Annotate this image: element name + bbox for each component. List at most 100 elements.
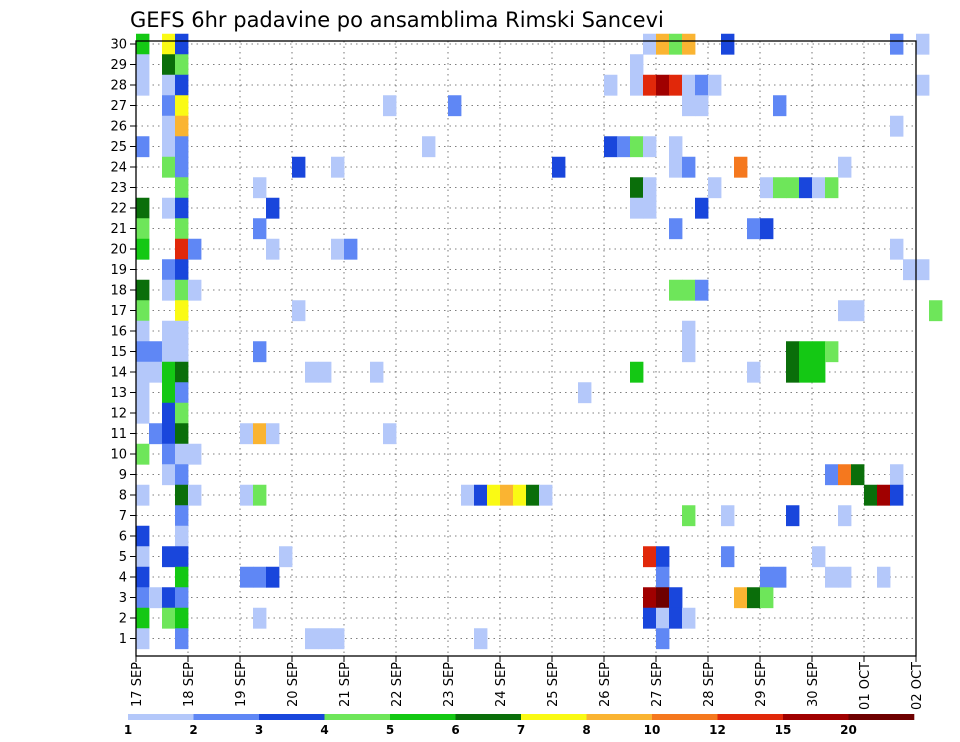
- heatmap-cell: [253, 423, 267, 445]
- heatmap-cell: [136, 136, 150, 158]
- y-tick-label: 6: [119, 530, 127, 545]
- heatmap-cell: [734, 587, 748, 609]
- heatmap-cell: [266, 238, 280, 260]
- heatmap-cell: [331, 628, 345, 650]
- heatmap-cell: [175, 115, 189, 137]
- heatmap-cell: [136, 628, 150, 650]
- heatmap-cells: [136, 33, 943, 650]
- heatmap-cell: [162, 546, 176, 568]
- heatmap-cell: [721, 33, 735, 55]
- heatmap-cell: [136, 320, 150, 342]
- heatmap-cell: [136, 54, 150, 76]
- heatmap-cell: [656, 587, 670, 609]
- heatmap-cell: [175, 505, 189, 527]
- heatmap-cell: [760, 218, 774, 240]
- heatmap-cell: [695, 279, 709, 301]
- heatmap-cell: [175, 33, 189, 55]
- heatmap-cell: [890, 484, 904, 506]
- legend-swatch: [193, 714, 260, 720]
- heatmap-cell: [162, 95, 176, 117]
- heatmap-cell: [253, 484, 267, 506]
- heatmap-cell: [890, 464, 904, 486]
- heatmap-cell: [851, 300, 865, 322]
- heatmap-cell: [266, 197, 280, 219]
- heatmap-cell: [799, 361, 813, 383]
- x-tick-label: 01 OCT: [858, 662, 873, 710]
- heatmap-cell: [708, 74, 722, 96]
- heatmap-cell: [305, 361, 319, 383]
- y-tick-label: 15: [110, 345, 127, 360]
- heatmap-cell: [656, 628, 670, 650]
- heatmap-cell: [383, 423, 397, 445]
- heatmap-cell: [812, 341, 826, 363]
- x-tick-label: 25 SEP: [546, 662, 561, 707]
- legend-swatch: [586, 714, 653, 720]
- heatmap-cell: [370, 361, 384, 383]
- heatmap-cell: [188, 279, 202, 301]
- heatmap-cell: [175, 279, 189, 301]
- heatmap-cell: [656, 74, 670, 96]
- heatmap-cell: [162, 136, 176, 158]
- heatmap-cell: [175, 423, 189, 445]
- heatmap-cell: [669, 136, 683, 158]
- heatmap-cell: [136, 587, 150, 609]
- y-tick-label: 17: [110, 304, 127, 319]
- legend-label: 20: [840, 723, 857, 737]
- heatmap-cell: [266, 423, 280, 445]
- heatmap-cell: [162, 33, 176, 55]
- heatmap-cell: [682, 505, 696, 527]
- heatmap-cell: [695, 74, 709, 96]
- heatmap-cell: [175, 54, 189, 76]
- heatmap-cell: [721, 546, 735, 568]
- heatmap-cell: [175, 443, 189, 465]
- heatmap-cell: [136, 484, 150, 506]
- legend-label: 8: [582, 723, 590, 737]
- heatmap-cell: [825, 341, 839, 363]
- heatmap-cell: [136, 238, 150, 260]
- legend-label: 10: [644, 723, 661, 737]
- heatmap-cell: [682, 156, 696, 178]
- heatmap-cell: [175, 197, 189, 219]
- heatmap-cell: [136, 341, 150, 363]
- y-tick-label: 30: [110, 38, 127, 53]
- heatmap-cell: [812, 177, 826, 199]
- heatmap-cell: [786, 505, 800, 527]
- heatmap-cell: [916, 74, 930, 96]
- x-tick-label: 20 SEP: [286, 662, 301, 707]
- heatmap-cell: [682, 341, 696, 363]
- heatmap-cell: [682, 33, 696, 55]
- heatmap-cell: [136, 566, 150, 588]
- legend-label: 5: [386, 723, 394, 737]
- heatmap-cell: [175, 95, 189, 117]
- legend-swatch: [128, 714, 194, 720]
- heatmap-cell: [136, 300, 150, 322]
- heatmap-cell: [175, 218, 189, 240]
- y-tick-label: 16: [110, 325, 127, 340]
- heatmap-cell: [136, 33, 150, 55]
- heatmap-cell: [669, 33, 683, 55]
- legend-label: 4: [320, 723, 328, 737]
- heatmap-cell: [656, 566, 670, 588]
- heatmap-cell: [643, 607, 657, 629]
- heatmap-cell: [253, 218, 267, 240]
- x-tick-label: 24 SEP: [494, 662, 509, 707]
- heatmap-cell: [630, 361, 644, 383]
- heatmap-cell: [175, 361, 189, 383]
- y-tick-label: 19: [110, 263, 127, 278]
- x-tick-label: 27 SEP: [650, 662, 665, 707]
- heatmap-cell: [838, 505, 852, 527]
- y-tick-label: 12: [110, 407, 127, 422]
- heatmap-cell: [760, 566, 774, 588]
- heatmap-cell: [175, 607, 189, 629]
- heatmap-cell: [656, 546, 670, 568]
- legend-swatch: [652, 714, 718, 720]
- heatmap-cell: [669, 607, 683, 629]
- heatmap-cell: [175, 484, 189, 506]
- legend-swatch: [324, 714, 391, 720]
- legend-swatch: [717, 714, 784, 720]
- heatmap-cell: [890, 33, 904, 55]
- heatmap-cell: [162, 361, 176, 383]
- heatmap-cell: [253, 607, 267, 629]
- heatmap-cell: [175, 320, 189, 342]
- heatmap-cell: [617, 136, 631, 158]
